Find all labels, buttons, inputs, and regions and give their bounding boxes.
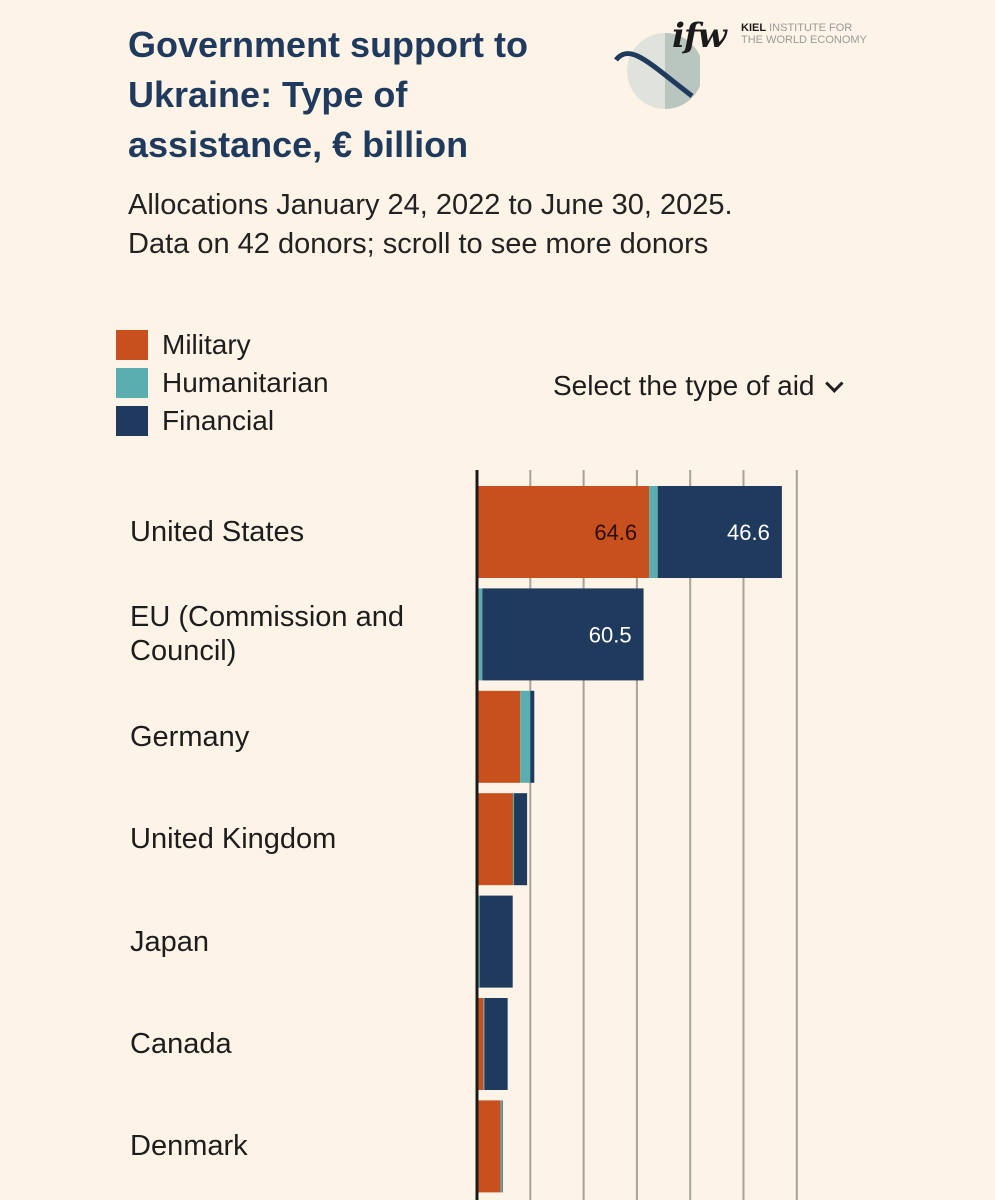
bar-humanitarian — [520, 690, 531, 783]
aid-type-select[interactable]: Select the type of aid — [553, 370, 844, 402]
category-label: Germany — [130, 720, 250, 753]
chart-subtitle: Allocations January 24, 2022 to June 30,… — [128, 189, 733, 260]
legend-item-humanitarian: Humanitarian — [116, 364, 329, 402]
category-label: Denmark — [130, 1130, 248, 1163]
bar-humanitarian — [500, 1100, 503, 1193]
legend: Military Humanitarian Financial — [116, 326, 329, 440]
bar-humanitarian — [477, 588, 483, 681]
legend-swatch-military — [116, 330, 148, 360]
category-label: EU (Commission and Council) — [130, 601, 404, 668]
category-label: Japan — [130, 925, 210, 958]
data-label: 60.5 — [589, 622, 632, 647]
bar-military — [477, 486, 650, 578]
bar-financial — [657, 486, 782, 578]
bar-financial — [479, 895, 513, 988]
data-label: 64.6 — [594, 520, 637, 545]
chart-title: Government support to Ukraine: Type of a… — [128, 24, 529, 165]
bar-financial — [484, 998, 508, 1090]
bar-military — [477, 998, 484, 1090]
legend-swatch-humanitarian — [116, 368, 148, 398]
bar-humanitarian — [483, 998, 485, 1090]
logo-org-line1: INSTITUTE FOR — [769, 22, 853, 34]
legend-swatch-financial — [116, 406, 148, 436]
kiel-institute-logo: ifw KIEL INSTITUTE FOR THE WORLD ECONOMY — [610, 16, 890, 116]
bar-financial — [514, 793, 528, 886]
logo-org-line2: THE WORLD ECONOMY — [741, 34, 867, 46]
bar-chart: 64.6 46.6 60.5 — [475, 470, 798, 1200]
data-label: 46.6 — [727, 520, 770, 545]
bar-financial — [482, 588, 644, 681]
chevron-down-icon — [824, 373, 844, 393]
bar-military — [477, 690, 521, 783]
aid-type-select-label: Select the type of aid — [553, 370, 815, 401]
bar-financial — [530, 690, 535, 783]
category-label: United States — [130, 516, 305, 548]
category-label: United Kingdom — [130, 823, 337, 856]
bar-humanitarian — [649, 486, 658, 578]
legend-item-financial: Financial — [116, 402, 329, 440]
bar-humanitarian — [512, 793, 515, 886]
logo-org-bold: KIEL — [741, 22, 767, 34]
bar-military — [477, 793, 513, 886]
bar-financial — [502, 1100, 503, 1193]
globe-icon — [614, 33, 700, 109]
category-label: Canada — [130, 1028, 232, 1060]
bar-military — [477, 1100, 501, 1193]
legend-item-military: Military — [116, 326, 329, 364]
